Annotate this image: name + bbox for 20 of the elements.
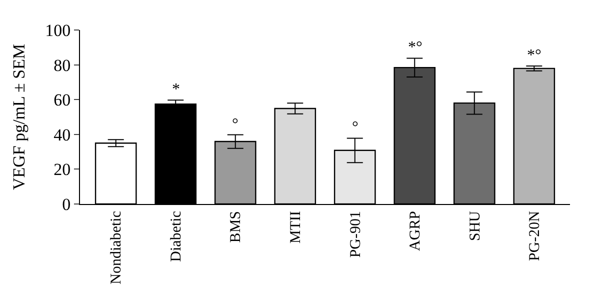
annotation: ° — [232, 116, 238, 133]
x-tick-label: SHU — [467, 210, 484, 242]
y-tick-label: 60 — [54, 90, 71, 110]
y-tick-label: 80 — [54, 56, 71, 75]
annotation: *° — [527, 47, 542, 64]
x-tick-label: PG-20N — [527, 210, 544, 262]
x-tick-label: Nondiabetic — [108, 210, 125, 284]
y-tick-label: 0 — [62, 194, 71, 214]
x-tick-label: BMS — [228, 211, 244, 243]
y-tick-label: 40 — [54, 125, 71, 144]
x-tick-label: AGRP — [408, 211, 424, 252]
annotation: *° — [408, 39, 422, 56]
annotation: ° — [352, 119, 358, 136]
x-tick-label: Diabetic — [168, 210, 184, 262]
annotation: * — [172, 81, 180, 98]
x-tick-label: MTII — [288, 211, 304, 244]
y-tick-label: 100 — [45, 20, 71, 40]
y-tick-label: 20 — [54, 160, 71, 180]
y-axis-title: VEGF pg/mL ± SEM — [10, 44, 29, 190]
x-tick-label: PG-901 — [348, 211, 364, 258]
